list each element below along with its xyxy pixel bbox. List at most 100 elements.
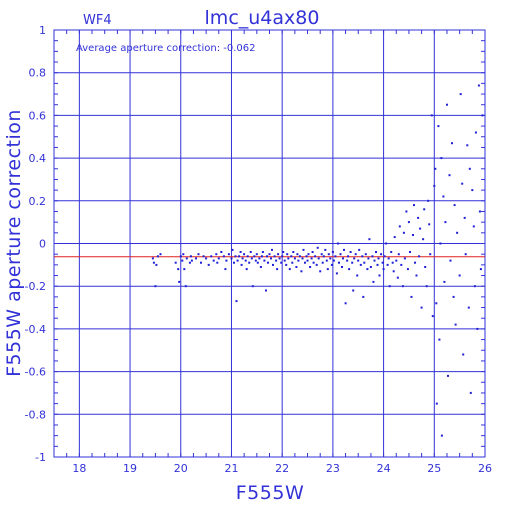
data-point [319,270,322,273]
data-point [448,174,451,177]
data-point [306,259,309,262]
data-point [429,253,432,256]
data-point [434,167,437,170]
data-point [273,255,276,258]
data-point [447,374,449,377]
data-point [348,268,351,271]
data-point [349,251,352,253]
data-point [358,248,361,251]
data-point [413,204,415,207]
data-point [420,306,423,309]
data-point [347,255,350,258]
data-point [452,295,455,298]
data-point [329,257,332,260]
data-point [290,255,293,258]
data-point [215,253,218,256]
data-point [248,261,251,264]
x-tick-label: 22 [275,462,289,475]
y-tick-label: 0.6 [29,109,47,122]
data-point [364,253,367,256]
data-point [359,263,362,266]
data-point [283,259,286,262]
x-tick-labels: 18 19 20 21 22 23 24 25 26 [72,462,492,475]
data-point [477,84,480,87]
data-point [216,261,219,264]
data-point [438,338,441,341]
data-point [327,253,330,256]
data-point [396,276,399,279]
data-point [225,259,228,262]
data-point [235,300,238,303]
data-point [200,261,202,264]
data-point [310,257,313,260]
data-point [231,248,234,251]
y-tick-label: 0 [39,238,46,251]
data-point [473,285,476,288]
data-point [380,253,383,256]
data-point [183,268,186,271]
data-point [354,253,357,256]
data-point [376,263,379,266]
data-point [442,195,445,198]
x-tick-label: 19 [123,462,137,475]
data-point [468,167,471,170]
y-tick-label: -0.4 [25,323,46,336]
data-point [250,257,253,260]
data-point [311,251,314,253]
data-point [253,255,256,258]
data-point [312,261,315,264]
data-point [159,253,162,256]
data-point [356,274,359,277]
data-point [258,257,261,260]
data-point [309,266,312,268]
data-point [190,259,193,262]
data-point [446,103,448,106]
data-point [410,295,413,298]
data-point [476,327,479,330]
data-point [286,253,289,256]
data-point [409,251,411,253]
data-point [287,257,290,260]
data-point [301,257,304,260]
data-point [479,268,482,271]
data-point [261,251,264,253]
data-point [177,268,180,271]
y-axis-title: F555W aperture correction [3,109,25,377]
data-point [296,253,299,256]
data-point [439,242,442,245]
data-point [241,257,244,260]
data-point [395,259,398,262]
data-point [195,257,197,260]
data-point [474,131,477,134]
data-point [463,216,466,219]
data-point [181,259,184,262]
data-point [212,259,215,262]
data-point [243,253,246,256]
data-point [292,251,295,253]
y-tick-label: 0.2 [29,195,47,208]
data-point [236,259,239,262]
data-point [222,255,225,258]
data-point [406,268,409,271]
data-point [249,251,252,253]
data-point [332,259,335,262]
data-point [267,261,269,264]
data-point [366,268,369,271]
data-point [300,270,303,273]
data-point [205,257,208,260]
data-point [363,261,366,264]
data-point [361,255,364,258]
data-point [239,251,242,253]
y-tick-label: 0.8 [29,67,47,80]
data-point [343,248,345,251]
data-point [330,263,333,266]
data-point [259,266,262,268]
x-tick-label: 26 [478,462,492,475]
data-point [246,255,249,258]
data-point [458,274,461,277]
data-point [298,255,301,258]
average-correction-annotation: Average aperture correction: -0.062 [76,43,256,54]
data-point [339,253,342,256]
data-point [471,189,474,192]
data-point [256,261,259,264]
